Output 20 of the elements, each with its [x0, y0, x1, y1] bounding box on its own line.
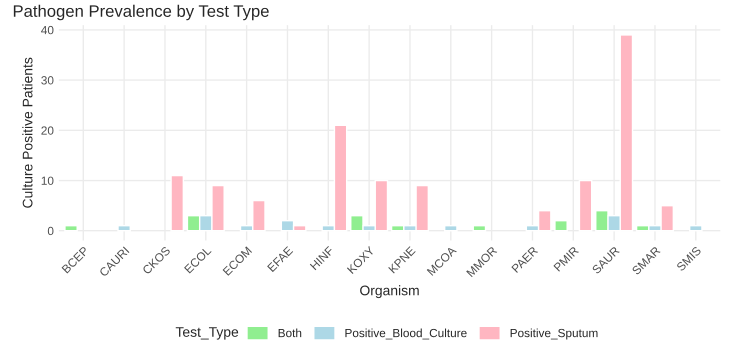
y-tick-label: 0 [48, 226, 54, 236]
chart-title: Pathogen Prevalence by Test Type [14, 4, 269, 20]
y-tick-label: 30 [41, 76, 54, 85]
bar [117, 225, 131, 232]
y-tick-label: 10 [42, 176, 54, 185]
legend-label: Both [278, 328, 302, 338]
bar [554, 220, 568, 232]
bar [578, 180, 592, 232]
bar [444, 225, 458, 232]
y-tick-label: 20 [41, 126, 54, 135]
y-axis-title: Culture Positive Patients [22, 58, 33, 208]
bar [170, 174, 184, 232]
bar [688, 225, 703, 232]
y-tick-label: 40 [41, 26, 54, 34]
legend-title: Test_Type [176, 327, 238, 340]
bar [472, 225, 486, 232]
x-axis-title: Organism [360, 285, 419, 298]
legend-label: Positive_Blood_Culture [345, 328, 467, 340]
legend-label: Positive_Sputum [510, 328, 598, 340]
bar [64, 225, 78, 232]
